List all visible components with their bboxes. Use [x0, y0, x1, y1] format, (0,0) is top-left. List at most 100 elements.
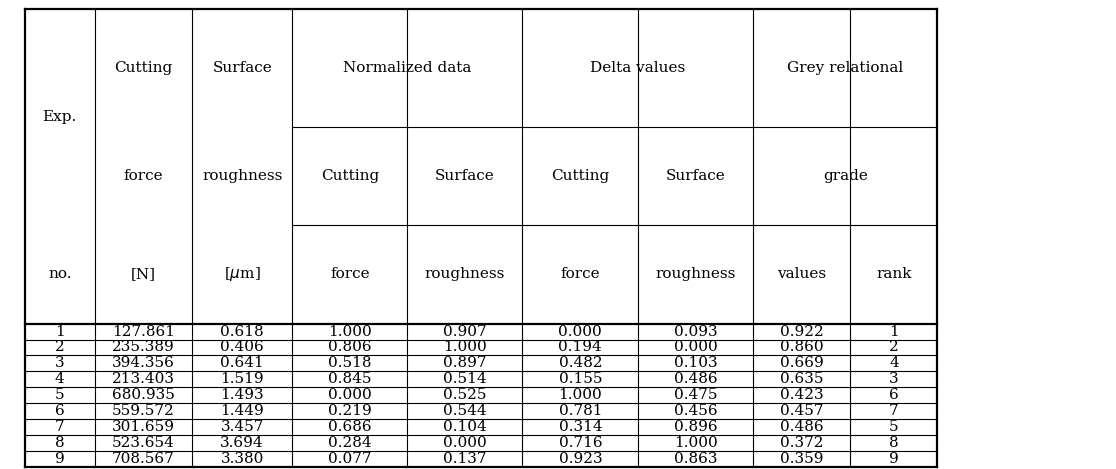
Text: 9: 9 [889, 452, 898, 466]
Text: 235.389: 235.389 [112, 340, 175, 355]
Text: 0.077: 0.077 [328, 452, 372, 466]
Text: 3.694: 3.694 [220, 436, 264, 450]
Text: 0.686: 0.686 [328, 420, 372, 434]
Text: roughness: roughness [202, 169, 282, 183]
Text: 0.486: 0.486 [780, 420, 824, 434]
Text: 0.456: 0.456 [674, 404, 718, 418]
Text: 5: 5 [55, 388, 65, 402]
Text: Surface: Surface [212, 61, 272, 75]
Text: 213.403: 213.403 [112, 372, 175, 386]
Text: [$\mu$m]: [$\mu$m] [224, 265, 260, 283]
Text: no.: no. [48, 267, 71, 281]
Text: 0.781: 0.781 [559, 404, 602, 418]
Text: force: force [330, 267, 369, 281]
Text: Delta values: Delta values [590, 61, 685, 75]
Text: 0.482: 0.482 [558, 356, 603, 371]
Text: 4: 4 [55, 372, 65, 386]
Text: Exp.: Exp. [42, 110, 77, 124]
Text: 0.457: 0.457 [780, 404, 824, 418]
Text: 2: 2 [55, 340, 65, 355]
Text: 0.359: 0.359 [780, 452, 824, 466]
Text: roughness: roughness [424, 267, 506, 281]
Text: 3: 3 [55, 356, 65, 371]
Text: 0.486: 0.486 [674, 372, 718, 386]
Text: 7: 7 [55, 420, 65, 434]
Text: 559.572: 559.572 [112, 404, 175, 418]
Text: 0.372: 0.372 [780, 436, 824, 450]
Text: 0.423: 0.423 [780, 388, 824, 402]
Text: 8: 8 [55, 436, 65, 450]
Text: 0.284: 0.284 [328, 436, 372, 450]
Text: 0.219: 0.219 [328, 404, 372, 418]
Text: 0.544: 0.544 [443, 404, 487, 418]
Text: Surface: Surface [666, 169, 725, 183]
Text: 0.897: 0.897 [443, 356, 487, 371]
Text: 0.514: 0.514 [443, 372, 487, 386]
Text: 4: 4 [889, 356, 898, 371]
Text: roughness: roughness [655, 267, 737, 281]
Text: 0.641: 0.641 [220, 356, 264, 371]
Text: rank: rank [876, 267, 912, 281]
Text: 8: 8 [889, 436, 898, 450]
Text: 6: 6 [889, 388, 898, 402]
Text: 7: 7 [889, 404, 898, 418]
Text: 0.104: 0.104 [443, 420, 487, 434]
Text: 9: 9 [55, 452, 65, 466]
Text: 0.000: 0.000 [674, 340, 718, 355]
Text: 0.806: 0.806 [328, 340, 372, 355]
Text: 0.000: 0.000 [443, 436, 487, 450]
Text: 0.518: 0.518 [328, 356, 372, 371]
Text: 0.194: 0.194 [558, 340, 603, 355]
Text: 0.863: 0.863 [674, 452, 718, 466]
Text: 301.659: 301.659 [112, 420, 175, 434]
Text: 0.525: 0.525 [443, 388, 487, 402]
Text: grade: grade [822, 169, 868, 183]
Text: 0.896: 0.896 [674, 420, 718, 434]
Text: 3.457: 3.457 [221, 420, 263, 434]
Text: 0.000: 0.000 [328, 388, 372, 402]
Text: 0.314: 0.314 [558, 420, 603, 434]
Text: 1.000: 1.000 [328, 325, 372, 339]
Text: 1: 1 [55, 325, 65, 339]
Text: [N]: [N] [131, 267, 156, 281]
Text: 0.475: 0.475 [674, 388, 718, 402]
Text: 0.103: 0.103 [674, 356, 718, 371]
Text: 523.654: 523.654 [112, 436, 175, 450]
Text: 0.093: 0.093 [674, 325, 718, 339]
Text: 0.618: 0.618 [220, 325, 264, 339]
Text: 1.000: 1.000 [443, 340, 487, 355]
Text: 394.356: 394.356 [112, 356, 175, 371]
Text: 0.845: 0.845 [328, 372, 372, 386]
Text: 0.406: 0.406 [220, 340, 264, 355]
Text: 1.000: 1.000 [558, 388, 603, 402]
Text: 1.449: 1.449 [220, 404, 264, 418]
Text: 0.923: 0.923 [558, 452, 603, 466]
Text: 0.635: 0.635 [780, 372, 824, 386]
Text: 1.000: 1.000 [674, 436, 718, 450]
Text: 6: 6 [55, 404, 65, 418]
Text: 0.860: 0.860 [780, 340, 824, 355]
Text: force: force [124, 169, 163, 183]
Text: 0.922: 0.922 [780, 325, 824, 339]
Text: 1.493: 1.493 [220, 388, 264, 402]
Text: 127.861: 127.861 [112, 325, 175, 339]
Text: 0.137: 0.137 [443, 452, 487, 466]
Text: values: values [777, 267, 827, 281]
Text: 5: 5 [889, 420, 898, 434]
Text: 2: 2 [889, 340, 898, 355]
Text: 3.380: 3.380 [221, 452, 263, 466]
Text: force: force [560, 267, 600, 281]
Text: Cutting: Cutting [551, 169, 609, 183]
Text: 1: 1 [889, 325, 898, 339]
Text: Surface: Surface [435, 169, 494, 183]
Text: 0.000: 0.000 [558, 325, 603, 339]
Text: 708.567: 708.567 [112, 452, 175, 466]
Text: 3: 3 [889, 372, 898, 386]
Text: 0.155: 0.155 [559, 372, 602, 386]
Text: Cutting: Cutting [320, 169, 379, 183]
Text: Grey relational: Grey relational [787, 61, 904, 75]
Text: 0.716: 0.716 [558, 436, 603, 450]
Text: 0.669: 0.669 [780, 356, 824, 371]
Text: Cutting: Cutting [114, 61, 173, 75]
Text: Normalized data: Normalized data [343, 61, 472, 75]
